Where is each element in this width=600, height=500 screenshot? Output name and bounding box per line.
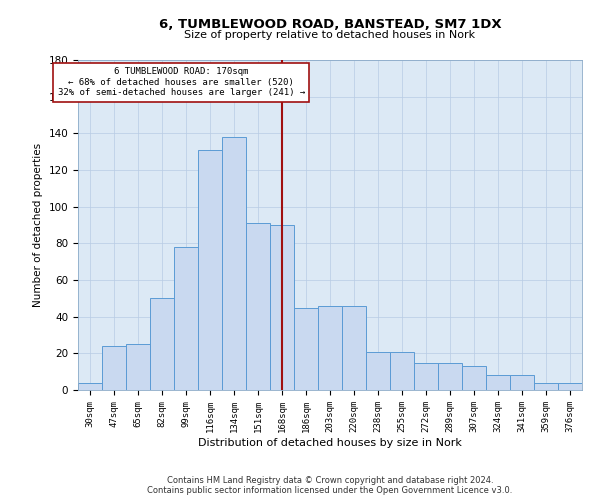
Bar <box>486 376 510 390</box>
Bar <box>462 366 486 390</box>
Bar <box>510 376 534 390</box>
Bar <box>366 352 390 390</box>
Bar <box>294 308 318 390</box>
Bar <box>150 298 174 390</box>
Text: Contains public sector information licensed under the Open Government Licence v3: Contains public sector information licen… <box>148 486 512 495</box>
Bar <box>198 150 222 390</box>
Bar <box>534 382 558 390</box>
Bar <box>246 223 270 390</box>
Bar <box>126 344 150 390</box>
Y-axis label: Number of detached properties: Number of detached properties <box>33 143 43 307</box>
Bar <box>342 306 366 390</box>
Bar <box>438 362 462 390</box>
Text: 6 TUMBLEWOOD ROAD: 170sqm
← 68% of detached houses are smaller (520)
32% of semi: 6 TUMBLEWOOD ROAD: 170sqm ← 68% of detac… <box>58 68 305 97</box>
Bar <box>318 306 342 390</box>
Bar <box>78 382 102 390</box>
Bar <box>222 137 246 390</box>
Bar <box>558 382 582 390</box>
Text: Size of property relative to detached houses in Nork: Size of property relative to detached ho… <box>184 30 476 40</box>
Text: 6, TUMBLEWOOD ROAD, BANSTEAD, SM7 1DX: 6, TUMBLEWOOD ROAD, BANSTEAD, SM7 1DX <box>158 18 502 30</box>
Bar <box>270 225 294 390</box>
Bar <box>414 362 438 390</box>
Text: Contains HM Land Registry data © Crown copyright and database right 2024.: Contains HM Land Registry data © Crown c… <box>167 476 493 485</box>
Bar <box>390 352 414 390</box>
X-axis label: Distribution of detached houses by size in Nork: Distribution of detached houses by size … <box>198 438 462 448</box>
Bar <box>174 247 198 390</box>
Bar <box>102 346 126 390</box>
